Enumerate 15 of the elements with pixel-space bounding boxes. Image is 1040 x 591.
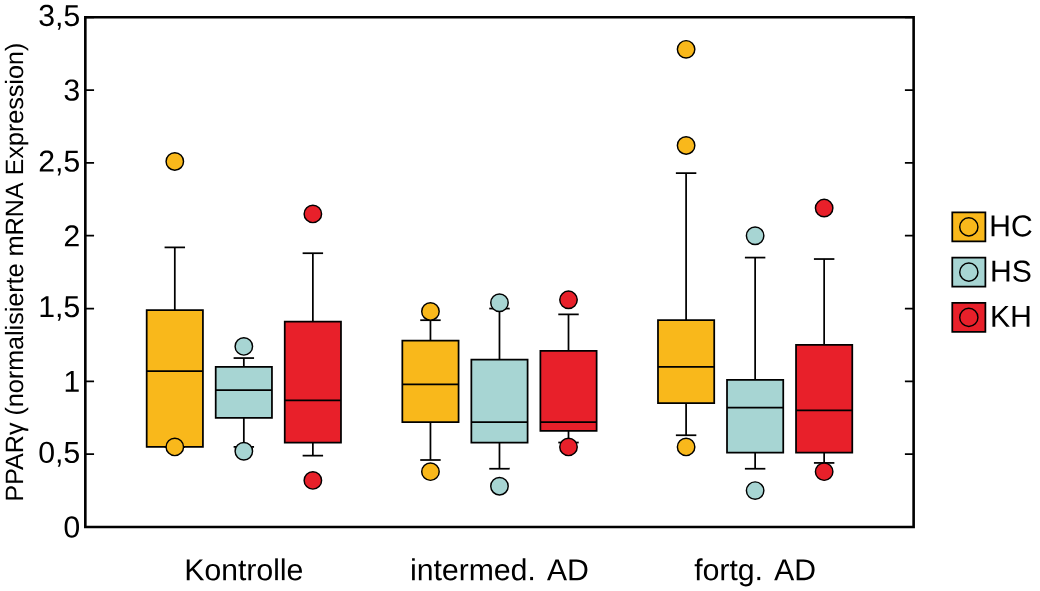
legend-label: HC (991, 215, 1032, 237)
y-axis-title: PPARγ (normalisierte mRNA Expression) (4, 44, 29, 500)
x-tick-label: fortg. AD (694, 558, 815, 587)
y-tick-label: 0,5 (39, 441, 79, 467)
y-tick-label: 1,5 (40, 296, 79, 321)
y-tick-label: 0 (64, 516, 80, 538)
legend-label: KH (992, 305, 1030, 327)
legend-label: HS (992, 260, 1031, 282)
y-tick-label: 2,5 (39, 150, 79, 176)
y-tick-label: 2 (64, 225, 79, 247)
y-tick-label: 3 (64, 79, 79, 101)
y-tick-label: 1 (65, 370, 79, 392)
x-tick-label: intermed. AD (412, 558, 588, 581)
x-tick-label: Kontrolle (186, 558, 302, 581)
y-tick-label: 3,5 (39, 4, 79, 30)
